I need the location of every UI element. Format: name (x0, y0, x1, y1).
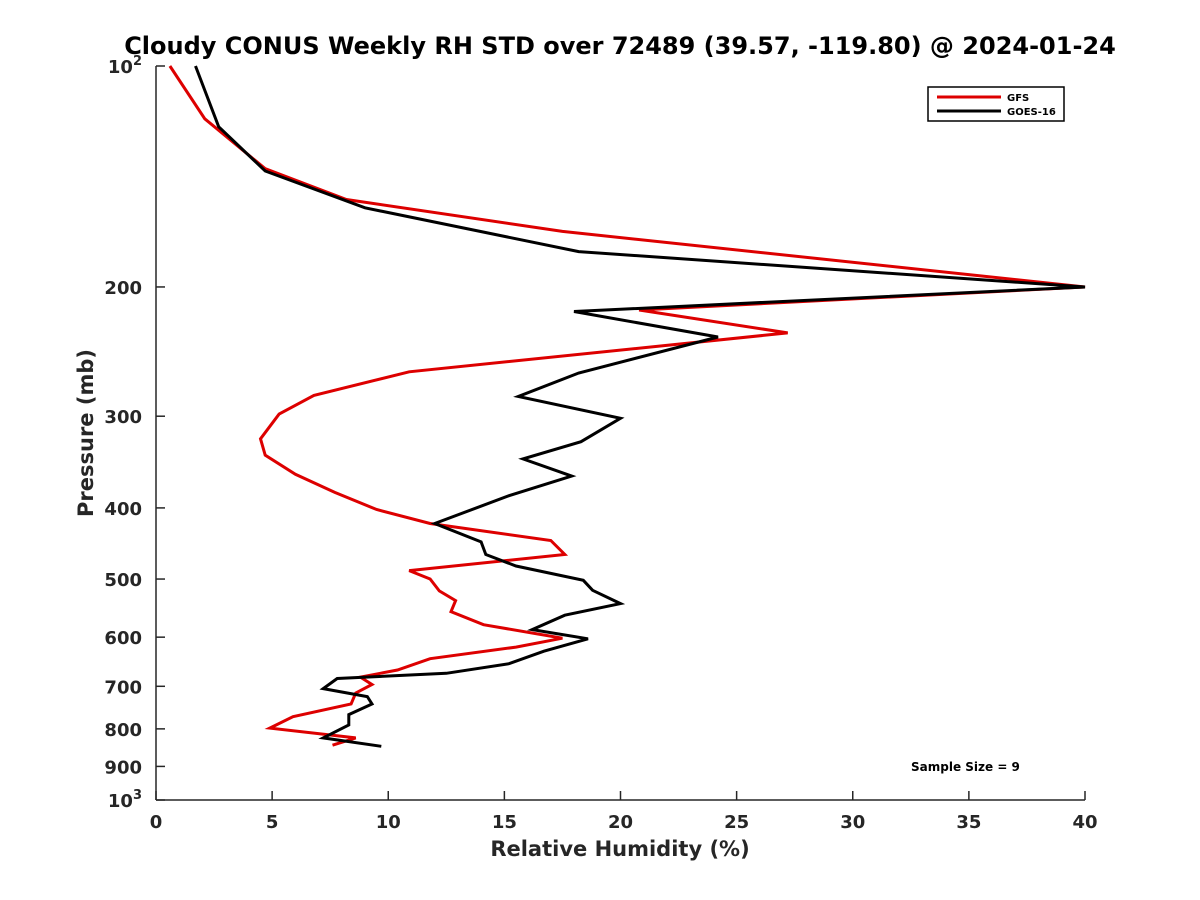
x-axis-label: Relative Humidity (%) (490, 837, 749, 861)
y-axis-label: Pressure (mb) (74, 349, 98, 517)
y-axis-ticks: 102 200 300 400 500 600 700 800 900 103 (104, 54, 165, 812)
y-tick-label: 900 (104, 757, 142, 778)
x-tick-label: 10 (376, 812, 401, 833)
series-line-goes16 (194, 65, 1086, 748)
y-tick-label: 300 (104, 407, 142, 428)
y-tick-label: 700 (104, 677, 142, 698)
x-tick-label: 5 (266, 812, 279, 833)
legend-label-goes16: GOES-16 (1007, 107, 1056, 118)
y-tick-label: 500 (104, 570, 142, 591)
x-tick-label: 20 (608, 812, 633, 833)
x-axis-ticks: 0 5 10 15 20 25 30 35 40 (150, 791, 1098, 833)
plot-area (155, 66, 1085, 801)
sample-size-annotation: Sample Size = 9 (911, 760, 1020, 774)
series-layer (168, 65, 1086, 748)
series-line-gfs (168, 65, 1086, 747)
legend-box (927, 86, 1065, 122)
y-tick-label: 800 (104, 720, 142, 741)
chart-title: Cloudy CONUS Weekly RH STD over 72489 (3… (124, 32, 1116, 60)
legend-label-gfs: GFS (1007, 93, 1029, 104)
y-tick-label: 102 (108, 54, 142, 78)
y-tick-label: 200 (104, 278, 142, 299)
legend: GFS GOES-16 (927, 86, 1065, 122)
x-tick-label: 0 (150, 812, 163, 833)
x-tick-label: 40 (1072, 812, 1097, 833)
y-tick-label: 103 (108, 788, 142, 812)
y-tick-label: 400 (104, 499, 142, 520)
x-tick-label: 15 (492, 812, 517, 833)
x-tick-label: 25 (724, 812, 749, 833)
x-tick-label: 35 (956, 812, 981, 833)
x-tick-label: 30 (840, 812, 865, 833)
y-tick-label: 600 (104, 628, 142, 649)
